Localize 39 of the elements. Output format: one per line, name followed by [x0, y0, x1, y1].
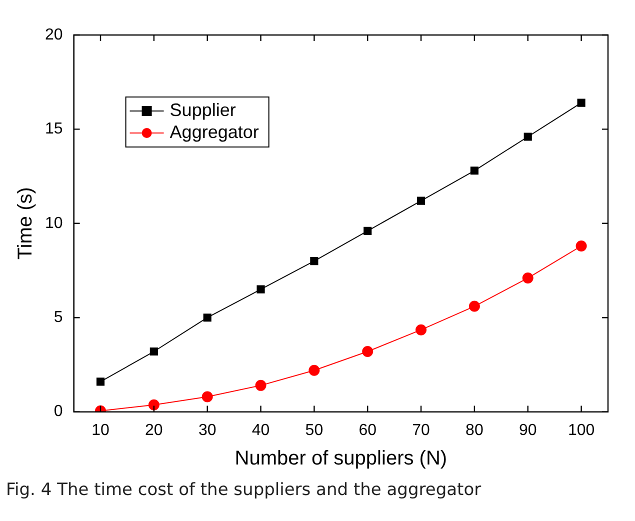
point	[416, 196, 426, 205]
x-tick-label: 100	[568, 422, 595, 439]
y-tick-label: 10	[45, 214, 63, 232]
y-tick-label: 20	[45, 26, 63, 44]
point	[470, 166, 478, 175]
x-axis-title: Number of suppliers (N)	[234, 448, 448, 470]
caption: Fig. 4 The time cost of the suppliers and the aggregator	[6, 480, 482, 500]
x-tick-label: 20	[145, 422, 163, 439]
point	[96, 378, 105, 386]
point	[416, 324, 427, 336]
x-tick-label: 90	[518, 422, 537, 439]
legend-label: Aggregator	[170, 122, 259, 142]
y-tick-label: 0	[54, 403, 63, 420]
x-tick-label: 80	[466, 422, 484, 439]
x-tick-label: 30	[198, 422, 216, 439]
point	[148, 399, 160, 410]
legend-label: Supplier	[170, 100, 236, 120]
y-axis-title: Time (s)	[14, 187, 37, 260]
point	[522, 272, 534, 284]
point	[362, 346, 374, 358]
x-tick-label: 70	[412, 422, 430, 439]
x-tick-label: 60	[358, 422, 377, 439]
point	[256, 285, 265, 294]
point	[150, 347, 158, 356]
point	[577, 98, 586, 107]
x-tick-label: 40	[252, 422, 270, 439]
x-tick-label: 10	[92, 422, 110, 439]
point	[310, 257, 318, 266]
point	[576, 240, 587, 252]
point	[202, 391, 213, 402]
point	[364, 226, 372, 235]
point	[255, 380, 266, 391]
point	[524, 132, 532, 141]
y-tick-label: 5	[54, 309, 63, 326]
x-tick-label: 50	[305, 422, 324, 439]
y-tick-label: 15	[45, 120, 63, 138]
point	[308, 364, 320, 376]
point	[468, 300, 480, 312]
point	[203, 314, 212, 322]
